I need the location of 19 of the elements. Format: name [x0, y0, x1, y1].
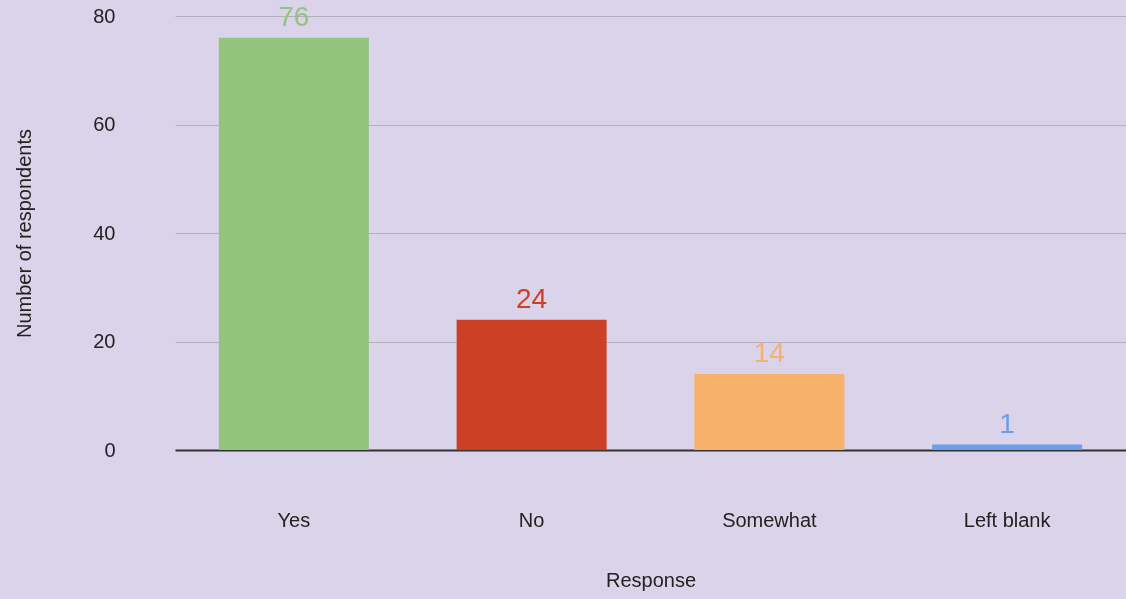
x-tick-label: Left blank — [963, 508, 1052, 531]
x-tick-label: No — [518, 508, 545, 531]
x-axis-title: Response — [605, 568, 697, 591]
y-tick-label: 20 — [93, 330, 116, 352]
y-tick-label: 60 — [93, 113, 116, 135]
y-axis-title: Number of respondents — [13, 128, 36, 339]
bar — [694, 374, 845, 450]
x-tick-label: Yes — [277, 508, 311, 531]
data-label: 14 — [753, 337, 785, 369]
bar — [932, 444, 1083, 450]
bar — [456, 319, 607, 450]
bar — [218, 37, 369, 450]
x-tick-label: Somewhat — [722, 508, 818, 531]
data-label: 1 — [999, 407, 1015, 439]
data-label: 76 — [278, 0, 310, 32]
y-tick-label: 0 — [104, 438, 116, 461]
data-label: 24 — [516, 282, 548, 314]
y-tick-label: 80 — [93, 4, 116, 27]
y-tick-label: 40 — [93, 221, 116, 244]
